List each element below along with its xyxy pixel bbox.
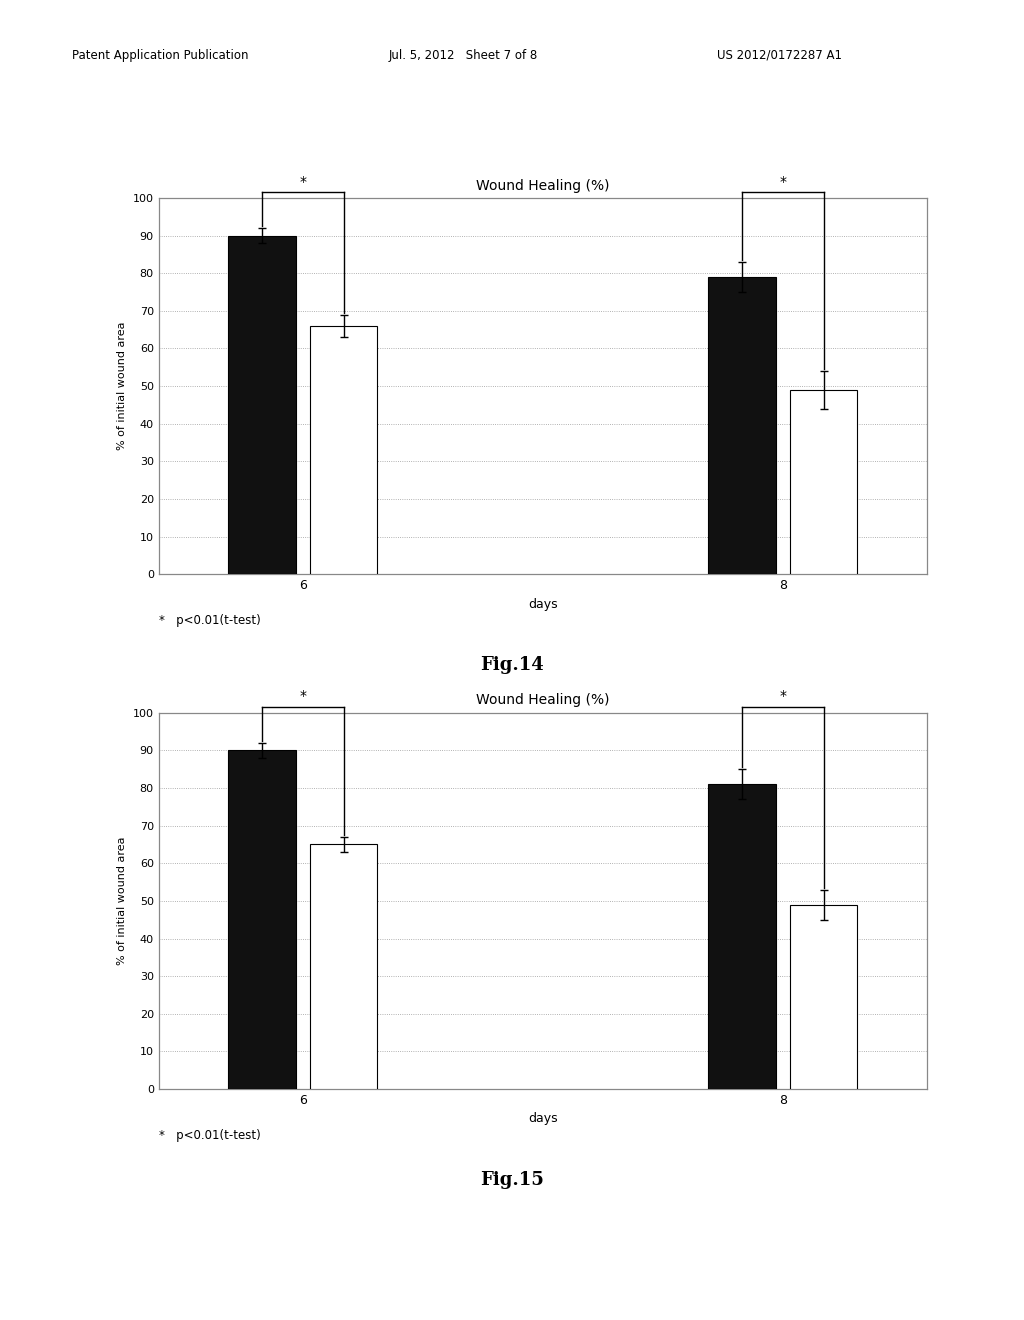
Bar xyxy=(228,750,296,1089)
Bar xyxy=(790,389,857,574)
Text: Fig.15: Fig.15 xyxy=(480,1171,544,1189)
Bar xyxy=(310,845,377,1089)
X-axis label: days: days xyxy=(528,1113,557,1126)
Text: *: * xyxy=(299,174,306,189)
Text: Fig.14: Fig.14 xyxy=(480,656,544,675)
Text: *   p<0.01(t-test): * p<0.01(t-test) xyxy=(159,1129,260,1142)
Title: Wound Healing (%): Wound Healing (%) xyxy=(476,178,609,193)
Y-axis label: % of initial wound area: % of initial wound area xyxy=(118,837,127,965)
Bar xyxy=(790,904,857,1089)
Text: US 2012/0172287 A1: US 2012/0172287 A1 xyxy=(717,49,842,62)
Bar xyxy=(709,784,775,1089)
Bar xyxy=(310,326,377,574)
Text: *: * xyxy=(779,174,786,189)
Text: *: * xyxy=(779,689,786,704)
Text: *   p<0.01(t-test): * p<0.01(t-test) xyxy=(159,614,260,627)
Text: Patent Application Publication: Patent Application Publication xyxy=(72,49,248,62)
Bar xyxy=(709,277,775,574)
Text: Jul. 5, 2012   Sheet 7 of 8: Jul. 5, 2012 Sheet 7 of 8 xyxy=(389,49,539,62)
Bar xyxy=(228,236,296,574)
Title: Wound Healing (%): Wound Healing (%) xyxy=(476,693,609,708)
Y-axis label: % of initial wound area: % of initial wound area xyxy=(118,322,127,450)
X-axis label: days: days xyxy=(528,598,557,611)
Text: *: * xyxy=(299,689,306,704)
